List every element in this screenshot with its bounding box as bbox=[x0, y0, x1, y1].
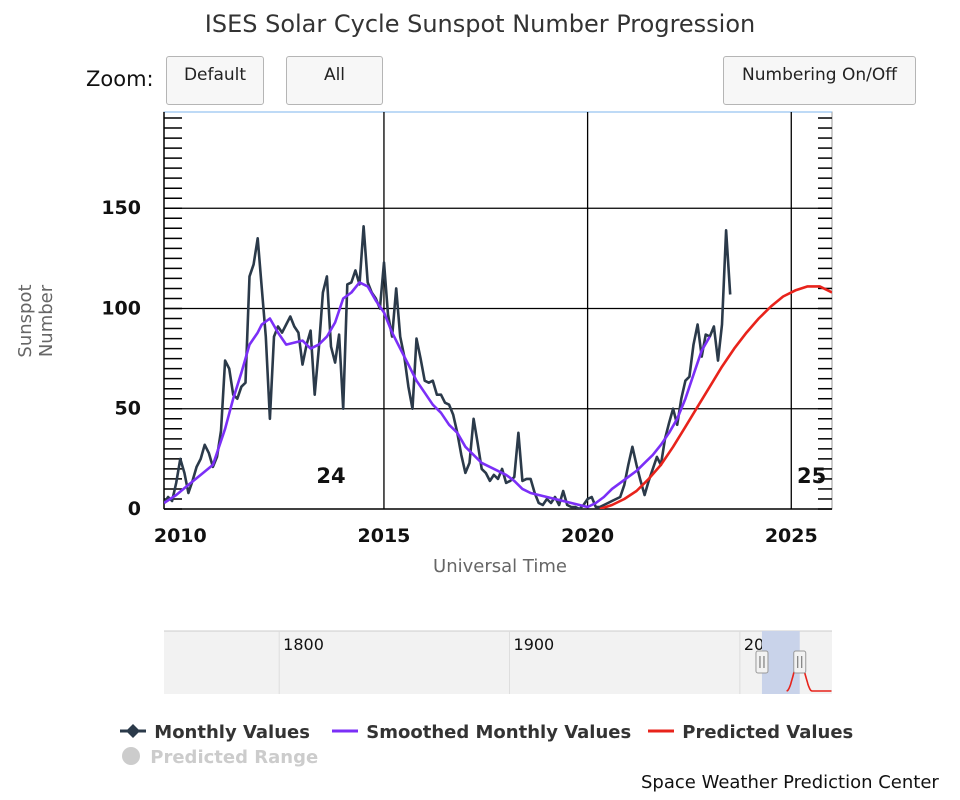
cycle-label: 25 bbox=[797, 464, 826, 488]
legend-item-predicted[interactable]: Predicted Values bbox=[646, 721, 853, 743]
x-tick-label: 2010 bbox=[154, 525, 207, 547]
x-tick-label: 2020 bbox=[561, 525, 614, 547]
predicted-values-line bbox=[599, 285, 832, 509]
navigator-right-handle[interactable] bbox=[793, 650, 807, 674]
main-chart[interactable]: 0 50 100 150 2010 2015 2020 2025 24 25 bbox=[0, 0, 960, 620]
numbering-toggle-button[interactable]: Numbering On/Off bbox=[723, 56, 916, 105]
legend-label-monthly: Monthly Values bbox=[154, 722, 310, 743]
legend-item-smoothed[interactable]: Smoothed Monthly Values bbox=[330, 721, 631, 743]
line-icon bbox=[332, 729, 358, 733]
smoothed-values-line bbox=[164, 281, 711, 509]
zoom-label: Zoom: bbox=[86, 67, 154, 91]
x-tick-label: 2015 bbox=[358, 525, 411, 547]
line-icon bbox=[648, 729, 674, 733]
navigator-tick-label: 1800 bbox=[283, 635, 324, 654]
navigator[interactable]: 180019002000 bbox=[0, 620, 960, 710]
chart-title: ISES Solar Cycle Sunspot Number Progress… bbox=[204, 10, 756, 38]
x-axis-label: Universal Time bbox=[433, 556, 567, 577]
cycle-label: 24 bbox=[316, 464, 345, 488]
legend-item-monthly[interactable]: Monthly Values bbox=[118, 721, 310, 743]
zoom-default-button[interactable]: Default bbox=[166, 56, 264, 105]
handle-box bbox=[755, 650, 769, 674]
y-tick-label: 100 bbox=[101, 297, 141, 319]
plot-area bbox=[163, 111, 833, 510]
y-tick-label: 50 bbox=[115, 398, 141, 420]
y-tick-label: 0 bbox=[128, 498, 141, 520]
navigator-tick-label: 1900 bbox=[514, 635, 555, 654]
monthly-values-line bbox=[164, 225, 732, 509]
diamond-marker-icon bbox=[120, 724, 146, 738]
y-tick-label: 150 bbox=[101, 197, 141, 219]
legend-label-smoothed: Smoothed Monthly Values bbox=[366, 722, 632, 743]
credit-text: Space Weather Prediction Center bbox=[641, 772, 939, 793]
legend-item-range[interactable]: Predicted Range bbox=[120, 745, 318, 768]
navigator-left-handle[interactable] bbox=[755, 650, 769, 674]
legend-label-range: Predicted Range bbox=[150, 747, 319, 768]
legend-label-predicted: Predicted Values bbox=[682, 722, 854, 743]
x-tick-label: 2025 bbox=[765, 525, 818, 547]
circle-icon bbox=[122, 747, 140, 765]
navigator-background bbox=[164, 631, 832, 694]
handle-box bbox=[793, 650, 807, 674]
zoom-all-button[interactable]: All bbox=[286, 56, 383, 105]
